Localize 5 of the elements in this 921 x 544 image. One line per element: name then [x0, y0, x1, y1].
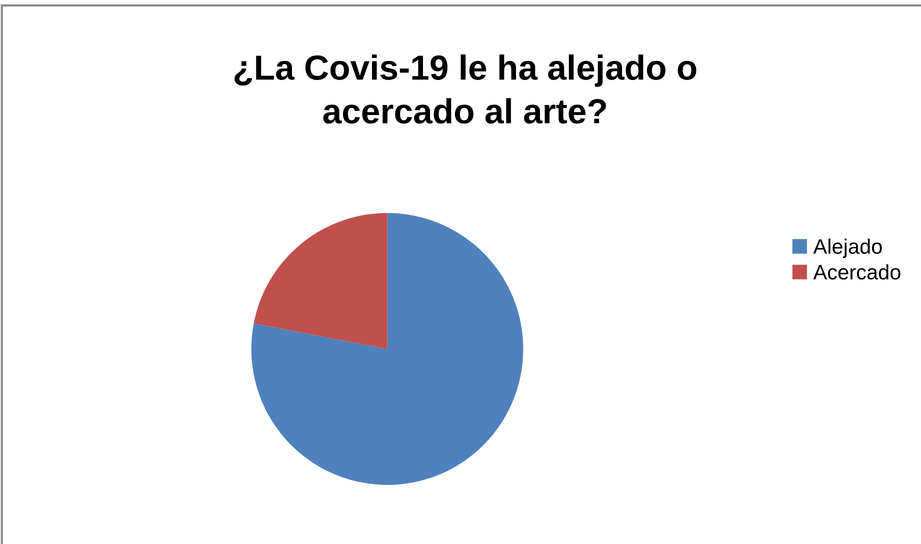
pie-slice	[254, 213, 388, 349]
pie-slice	[251, 213, 524, 485]
legend-label: Alejado	[813, 238, 882, 258]
chart-title: ¿La Covis-19 le ha alejado o acercado al arte?	[234, 54, 696, 124]
legend-label: Acercado	[813, 264, 900, 280]
